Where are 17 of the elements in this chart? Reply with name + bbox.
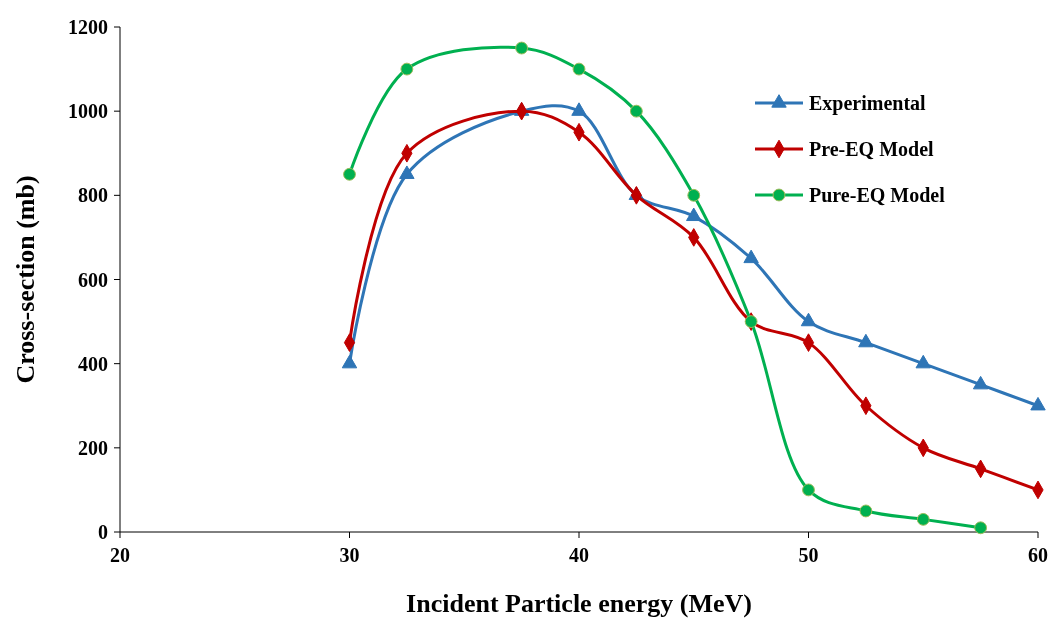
x-tick-label: 60 [1028,544,1048,566]
y-tick-label: 600 [78,268,108,291]
y-tick-label: 0 [98,521,108,543]
y-tick-label: 200 [78,436,108,459]
x-tick-label: 20 [110,544,130,566]
y-axis-title: Cross-section (mb) [11,175,40,384]
y-tick-label: 1200 [68,16,108,38]
x-tick-label: 50 [798,544,819,566]
y-tick-label: 800 [78,184,108,207]
x-axis-title: Incident Particle energy (MeV) [406,589,752,618]
legend-label: Pure-EQ Model [809,184,946,206]
x-tick-label: 30 [339,544,360,566]
y-tick-label: 400 [78,352,108,375]
y-tick-label: 1000 [68,100,108,123]
legend-label: Experimental [809,92,927,115]
x-tick-label: 40 [569,544,589,566]
legend-label: Pre-EQ Model [809,138,935,160]
